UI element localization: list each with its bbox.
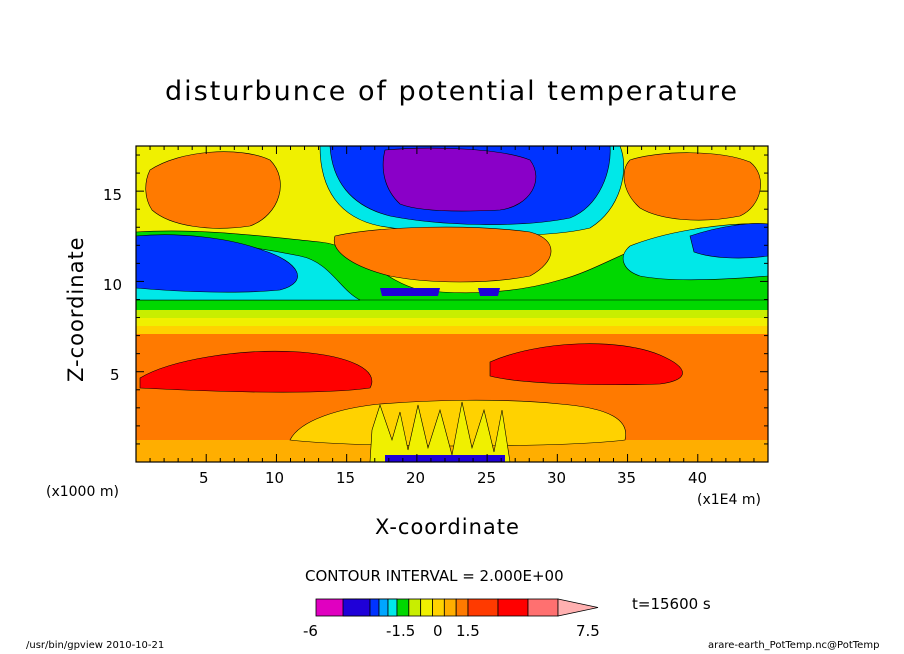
y-tick-label: 10 bbox=[103, 276, 123, 294]
surface-band bbox=[136, 440, 768, 462]
colorbar-segment bbox=[527, 598, 559, 617]
plot-frame bbox=[135, 145, 769, 463]
colorbar-arrow bbox=[557, 598, 599, 617]
time-label: t=15600 s bbox=[632, 595, 711, 613]
colorbar-segment bbox=[467, 598, 499, 617]
colorbar-label: -1.5 bbox=[386, 622, 416, 640]
contour-interval-label: CONTOUR INTERVAL = 2.000E+00 bbox=[305, 567, 564, 585]
colorbar-segment bbox=[432, 598, 445, 617]
x-tick-label: 15 bbox=[336, 469, 356, 487]
x-tick-label: 10 bbox=[265, 469, 285, 487]
cold-core-purple bbox=[382, 147, 537, 212]
x-axis-label: X-coordinate bbox=[375, 515, 520, 539]
colorbar bbox=[315, 598, 599, 617]
colorbar-segment bbox=[378, 598, 389, 617]
layer-green bbox=[136, 300, 768, 310]
x-unit-left: (x1000 m) bbox=[46, 484, 119, 500]
x-tick-label: 20 bbox=[406, 469, 426, 487]
warm-blob-mid bbox=[333, 226, 552, 283]
footer-left: /usr/bin/gpview 2010-10-21 bbox=[26, 640, 165, 651]
colorbar-segment bbox=[342, 598, 371, 617]
warm-blob-upper-left bbox=[145, 151, 281, 229]
y-tick-label: 15 bbox=[103, 186, 123, 204]
cold-spot-right bbox=[478, 288, 500, 296]
colorbar-segment bbox=[455, 598, 469, 617]
warm-blob-upper-right bbox=[623, 152, 761, 221]
colorbar-label: 0 bbox=[433, 622, 443, 640]
colorbar-segment bbox=[497, 598, 529, 617]
red-blob-right bbox=[489, 343, 683, 386]
colorbar-label: 1.5 bbox=[456, 622, 480, 640]
footer-right: arare-earth_PotTemp.nc@PotTemp bbox=[708, 640, 880, 651]
colorbar-label: -6 bbox=[303, 622, 318, 640]
red-blob-left bbox=[139, 350, 373, 393]
contour-field bbox=[136, 146, 768, 462]
colorbar-segment bbox=[387, 598, 398, 617]
x-tick-label: 40 bbox=[688, 469, 708, 487]
colorbar-segment bbox=[408, 598, 422, 617]
layer-gold bbox=[136, 326, 768, 334]
y-tick-label: 5 bbox=[110, 366, 120, 384]
blue-right bbox=[689, 223, 768, 259]
blue-left bbox=[136, 234, 298, 293]
convective-plumes bbox=[369, 401, 511, 462]
x-unit-right: (x1E4 m) bbox=[697, 492, 761, 508]
x-axis-ticks bbox=[149, 146, 755, 462]
x-tick-label: 30 bbox=[547, 469, 567, 487]
colorbar-segment bbox=[443, 598, 457, 617]
colorbar-segment bbox=[420, 598, 433, 617]
x-tick-label: 25 bbox=[477, 469, 497, 487]
layer-lime bbox=[136, 310, 768, 318]
y-axis-ticks bbox=[136, 154, 768, 445]
colorbar-label: 7.5 bbox=[576, 622, 600, 640]
x-tick-label: 5 bbox=[199, 469, 209, 487]
cold-spot-left bbox=[380, 288, 440, 296]
layer-yellow bbox=[136, 318, 768, 326]
colorbar-segment bbox=[369, 598, 380, 617]
y-axis-label: Z-coordinate bbox=[64, 236, 88, 382]
x-tick-label: 35 bbox=[617, 469, 637, 487]
colorbar-segment bbox=[396, 598, 410, 617]
chart-title: disturbunce of potential temperature bbox=[165, 76, 739, 107]
